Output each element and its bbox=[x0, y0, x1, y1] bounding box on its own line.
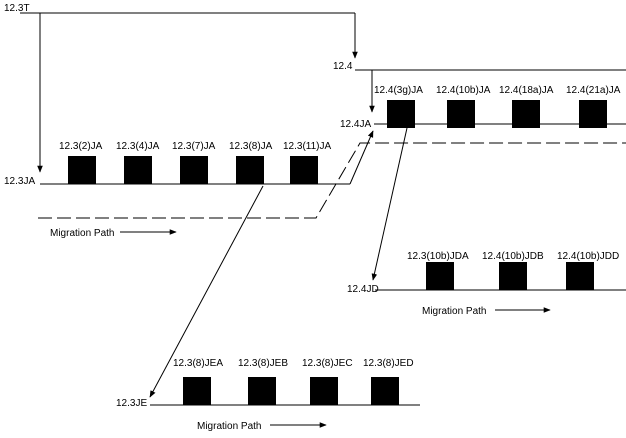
release-box bbox=[387, 100, 415, 128]
release-label: 12.3(4)JA bbox=[116, 141, 160, 152]
release-label: 12.3(8)JEC bbox=[302, 358, 353, 369]
release-label: 12.3(2)JA bbox=[59, 141, 103, 152]
release-label: 12.3(10b)JDA bbox=[407, 251, 469, 262]
release-box bbox=[566, 262, 594, 290]
release-label: 12.3(8)JED bbox=[363, 358, 414, 369]
label-12-4ja: 12.4JA bbox=[340, 119, 371, 130]
migration-path-label: Migration Path bbox=[422, 306, 486, 317]
release-label: 12.3(8)JA bbox=[229, 141, 273, 152]
migration-path-label: Migration Path bbox=[197, 421, 261, 432]
release-label: 12.4(10b)JA bbox=[436, 85, 491, 96]
release-box bbox=[310, 377, 338, 405]
release-box bbox=[512, 100, 540, 128]
release-box bbox=[236, 156, 264, 184]
release-label: 12.3(8)JEB bbox=[238, 358, 288, 369]
release-box bbox=[180, 156, 208, 184]
release-label: 12.3(8)JEA bbox=[173, 358, 223, 369]
release-box bbox=[124, 156, 152, 184]
release-box bbox=[426, 262, 454, 290]
label-12-3je: 12.3JE bbox=[116, 398, 147, 409]
release-label: 12.3(7)JA bbox=[172, 141, 216, 152]
label-12-3ja: 12.3JA bbox=[4, 176, 35, 187]
release-box bbox=[68, 156, 96, 184]
label-12-4: 12.4 bbox=[333, 61, 353, 72]
release-box bbox=[290, 156, 318, 184]
release-box bbox=[183, 377, 211, 405]
release-box bbox=[248, 377, 276, 405]
release-label: 12.4(21a)JA bbox=[566, 85, 621, 96]
arrow-to-12-3je bbox=[149, 185, 264, 398]
arrow-12-3ja-to-12-4ja bbox=[349, 130, 374, 185]
arrow-to-12-4jd bbox=[371, 127, 408, 281]
release-box bbox=[579, 100, 607, 128]
release-label: 12.3(11)JA bbox=[283, 141, 332, 152]
migration-path-label: Migration Path bbox=[50, 228, 114, 239]
release-box bbox=[371, 377, 399, 405]
release-label: 12.4(10b)JDD bbox=[557, 251, 619, 262]
migration-path-dashed bbox=[38, 142, 626, 219]
release-box bbox=[499, 262, 527, 290]
release-label: 12.4(3g)JA bbox=[374, 85, 423, 96]
label-12-3t: 12.3T bbox=[4, 3, 30, 14]
release-box bbox=[447, 100, 475, 128]
release-label: 12.4(10b)JDB bbox=[482, 251, 544, 262]
label-12-4jd: 12.4JD bbox=[347, 284, 379, 295]
release-label: 12.4(18a)JA bbox=[499, 85, 554, 96]
